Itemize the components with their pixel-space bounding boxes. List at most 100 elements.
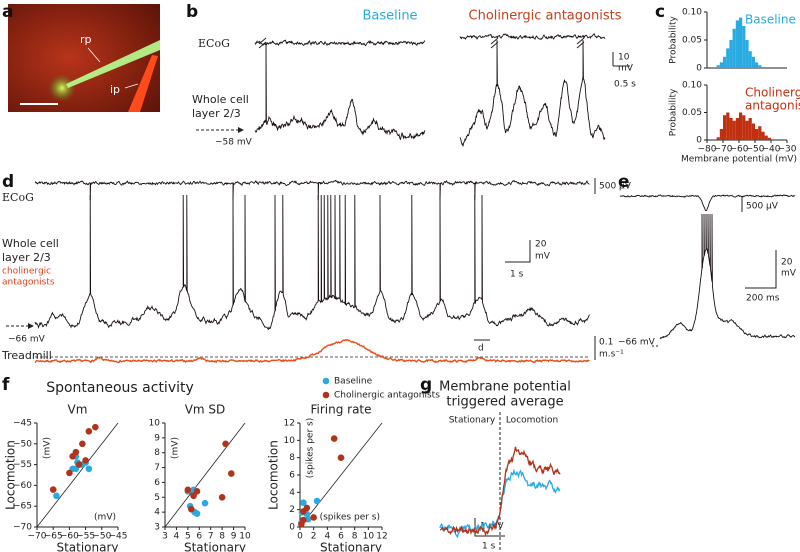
label: Whole cell — [2, 237, 59, 250]
scale-label: 0.5 s — [614, 80, 636, 90]
y-axis-label: Locomotion — [267, 440, 281, 510]
break-mark — [576, 41, 585, 49]
identity-line — [164, 422, 246, 528]
panel-letter: c — [655, 2, 665, 22]
ecog-trace — [34, 179, 590, 201]
point — [187, 505, 195, 513]
bar — [726, 112, 730, 140]
bar — [735, 20, 739, 68]
scale-label: m.s⁻¹ — [599, 350, 624, 360]
bar — [729, 118, 733, 140]
bar — [739, 17, 743, 69]
legend-label: Cholinergic antagonists — [334, 391, 440, 401]
point — [227, 470, 235, 477]
scale-label: 1 mV — [480, 522, 504, 532]
y-tick-label: 10 — [149, 419, 161, 429]
x-axis-label: Stationary — [56, 541, 118, 552]
scale-label: 500 µV — [599, 182, 632, 192]
point — [85, 428, 93, 435]
x-unit: (mV) — [94, 513, 116, 523]
label: layer 2/3 — [192, 107, 241, 120]
scale-label: 20 — [535, 240, 547, 250]
point — [92, 423, 99, 431]
point — [72, 448, 80, 456]
label: Locomotion — [506, 416, 558, 426]
label: rp — [80, 33, 92, 46]
bar — [758, 126, 762, 140]
identity-line — [36, 422, 119, 528]
y-tick-label: 0.10 — [682, 81, 702, 91]
scale-label: mV — [781, 269, 797, 279]
bar — [748, 51, 752, 68]
y-axis-label: Probability — [669, 16, 679, 64]
ecog-trace — [254, 39, 426, 47]
label: antagonists — [2, 278, 55, 288]
x-tick-label: 8 — [352, 532, 358, 542]
point — [300, 516, 307, 524]
point — [49, 486, 57, 493]
point — [190, 492, 197, 500]
x-tick-label: 0 — [297, 532, 303, 542]
bar — [739, 112, 743, 140]
chart-title: Firing rate — [310, 403, 371, 417]
y-tick-label: 10 — [284, 436, 296, 446]
title: triggered average — [446, 395, 563, 410]
panel-letter: d — [2, 172, 14, 192]
scale-label: mV — [535, 252, 551, 262]
x-tick-label: 4 — [324, 532, 330, 542]
label: Treadmill — [1, 349, 52, 362]
y-unit: (spikes per s) — [306, 418, 316, 478]
treadmill-trace — [34, 338, 590, 364]
ecog-trace — [459, 33, 606, 41]
x-tick-label: 10 — [239, 532, 251, 542]
bar — [758, 65, 762, 68]
x-tick-label: −70 — [714, 145, 733, 155]
panel-letter: g — [420, 375, 432, 395]
x-tick-label: −60 — [60, 532, 79, 542]
legend-swatch — [322, 377, 330, 385]
break-mark — [576, 37, 585, 45]
x-tick-label: 9 — [231, 532, 237, 542]
y-tick-label: 2 — [289, 505, 295, 515]
x-tick-label: −55 — [76, 532, 95, 542]
point — [218, 493, 226, 501]
point — [184, 486, 192, 494]
condition: Cholinergic antagonists — [469, 9, 622, 24]
label: −66 mV — [8, 335, 46, 345]
arrowhead — [238, 127, 244, 133]
y-tick-label: −45 — [13, 419, 32, 429]
y-unit: (mV) — [171, 437, 181, 459]
x-tick-label: 3 — [162, 532, 168, 542]
x-tick-label: 4 — [174, 532, 180, 542]
x-tick-label: 6 — [338, 532, 344, 542]
bar — [742, 26, 746, 68]
chart-title: Vm — [68, 403, 88, 417]
injection-pipette — [128, 55, 158, 112]
y-tick-label: 5 — [154, 493, 160, 503]
y-tick-label: −60 — [13, 481, 32, 491]
y-tick-label: −70 — [13, 523, 32, 533]
condition: Baseline — [362, 9, 417, 24]
bar — [751, 56, 755, 68]
bar — [719, 62, 723, 68]
identity-line — [299, 422, 383, 528]
label: ip — [110, 83, 120, 96]
y-tick-label: 8 — [289, 453, 295, 463]
bar — [755, 62, 759, 68]
y-tick-label: 0 — [696, 136, 702, 146]
x-unit: (spikes per s) — [320, 513, 380, 523]
scale-bar — [505, 240, 531, 263]
point — [85, 465, 93, 473]
x-tick-label: −65 — [44, 532, 63, 542]
point — [300, 499, 307, 507]
panel-letter: f — [2, 375, 10, 395]
label: Whole cell — [192, 93, 249, 106]
y-tick-label: 0.05 — [682, 36, 702, 46]
y-tick-label: 0 — [696, 64, 702, 74]
label: −66 mV — [618, 338, 656, 348]
bar — [726, 48, 730, 68]
bar — [735, 118, 739, 140]
y-tick-label: 3 — [154, 523, 160, 533]
x-tick-label: 5 — [185, 532, 191, 542]
